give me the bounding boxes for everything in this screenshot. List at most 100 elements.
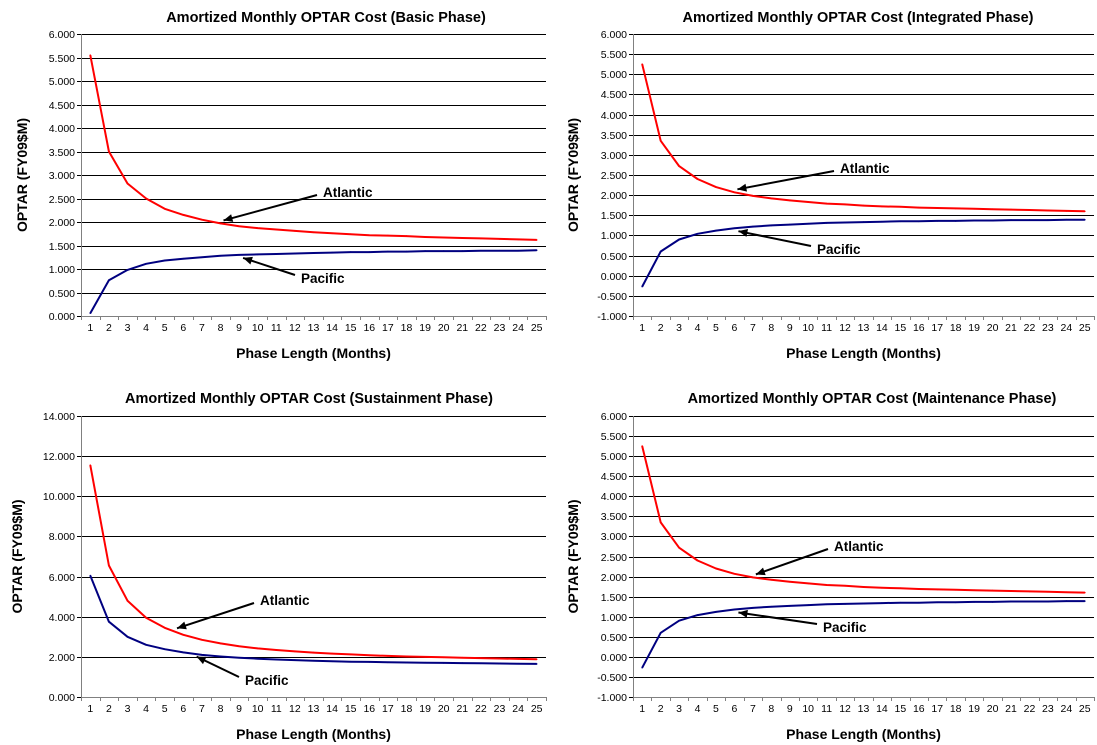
x-tick-label: 24 (512, 703, 524, 715)
x-tick-label: 1 (87, 703, 93, 715)
data-point-atlantic (991, 208, 994, 210)
data-point-atlantic (918, 588, 920, 590)
annotation-arrow (737, 170, 835, 191)
x-tick-label: 21 (456, 703, 468, 715)
data-point-pacific (770, 224, 773, 227)
data-point-atlantic (973, 208, 975, 210)
y-tick-label: 5.500 (601, 431, 627, 443)
data-point-pacific (696, 614, 699, 616)
data-point-pacific (312, 659, 315, 662)
data-point-pacific (715, 611, 717, 613)
y-tick-label: 2.000 (601, 572, 627, 584)
x-tick-label: 3 (125, 322, 131, 334)
data-point-pacific (733, 608, 736, 611)
x-tick-label: 23 (1042, 322, 1054, 334)
data-point-atlantic (807, 201, 809, 203)
data-point-pacific (881, 220, 883, 223)
y-tick-label: 2.000 (601, 190, 627, 202)
data-point-atlantic (387, 655, 389, 657)
data-point-pacific (163, 259, 166, 262)
data-point-atlantic (936, 207, 939, 209)
chart-title: Amortized Monthly OPTAR Cost (Sustainmen… (125, 391, 493, 407)
data-point-atlantic (1084, 591, 1086, 594)
x-tick-label: 4 (143, 703, 149, 715)
data-point-pacific (899, 220, 902, 223)
data-point-pacific (1047, 600, 1049, 603)
y-tick-label: 10.000 (43, 491, 75, 503)
y-tick-label: 1.500 (601, 210, 627, 222)
data-point-atlantic (517, 238, 519, 241)
data-point-atlantic (387, 234, 389, 237)
data-point-atlantic (535, 239, 538, 241)
data-point-pacific (807, 222, 809, 225)
chart-title: Amortized Monthly OPTAR Cost (Integrated… (683, 10, 1034, 26)
data-point-pacific (678, 238, 680, 241)
data-point-atlantic (405, 235, 408, 237)
x-tick-label: 2 (658, 703, 664, 715)
chart-title: Amortized Monthly OPTAR Cost (Basic Phas… (166, 10, 486, 26)
data-point-pacific (1028, 219, 1031, 221)
x-tick-label: 11 (271, 322, 282, 334)
x-tick-label: 3 (125, 703, 131, 715)
data-point-pacific (349, 660, 352, 663)
data-point-pacific (424, 661, 426, 664)
x-tick-label: 5 (713, 703, 719, 715)
y-tick-label: 6.000 (601, 411, 627, 423)
y-axis-title: OPTAR (FY09$M) (565, 499, 581, 613)
x-tick-label: 20 (987, 322, 999, 334)
data-point-atlantic (517, 658, 519, 660)
x-tick-label: 3 (676, 703, 682, 715)
data-point-pacific (89, 574, 92, 577)
data-point-pacific (480, 249, 482, 252)
x-tick-label: 16 (913, 703, 925, 715)
x-tick-label: 22 (475, 703, 487, 715)
x-tick-label: 11 (821, 322, 832, 334)
x-tick-label: 14 (326, 703, 338, 715)
data-point-pacific (424, 250, 426, 252)
data-point-pacific (862, 602, 865, 605)
data-point-pacific (368, 661, 371, 663)
y-tick-label: 1.000 (601, 230, 627, 242)
data-point-pacific (825, 603, 828, 606)
annotation-arrow (738, 611, 818, 625)
x-tick-label: 7 (750, 322, 756, 334)
y-tick-label: 1.000 (49, 264, 75, 276)
x-tick-label: 17 (382, 322, 394, 334)
data-point-atlantic (641, 445, 643, 447)
data-point-atlantic (294, 650, 296, 653)
series-line-atlantic (89, 55, 537, 241)
y-tick-label: 12.000 (43, 451, 75, 463)
y-tick-label: 5.500 (601, 49, 627, 61)
x-tick-label: 17 (382, 703, 394, 715)
x-tick-label: 19 (419, 322, 431, 334)
data-point-pacific (312, 252, 315, 254)
data-point-atlantic (349, 233, 352, 235)
x-tick-label: 15 (895, 322, 907, 334)
y-axis-title: OPTAR (FY09$M) (9, 499, 25, 613)
data-point-atlantic (442, 656, 445, 659)
arrow-head (196, 656, 207, 665)
data-point-pacific (219, 655, 222, 658)
x-tick-label: 7 (199, 703, 205, 715)
data-point-pacific (275, 658, 278, 661)
data-point-pacific (936, 601, 939, 604)
data-point-atlantic (715, 186, 717, 188)
data-point-atlantic (899, 587, 902, 589)
data-point-atlantic (312, 231, 315, 234)
annotation-pacific: Pacific (301, 271, 345, 286)
arrow-head (738, 609, 748, 618)
series-line-atlantic (89, 465, 537, 661)
data-point-atlantic (108, 150, 110, 153)
chart-title: Amortized Monthly OPTAR Cost (Maintenanc… (688, 391, 1057, 407)
series-line-atlantic (641, 445, 1085, 594)
x-tick-label: 12 (839, 703, 851, 715)
x-tick-label: 11 (821, 703, 832, 715)
data-point-pacific (535, 663, 538, 665)
arrow-head (738, 229, 749, 237)
data-point-pacific (145, 644, 147, 646)
data-point-atlantic (163, 627, 166, 629)
data-point-atlantic (480, 237, 482, 240)
x-tick-label: 13 (858, 322, 870, 334)
annotation-pacific: Pacific (245, 673, 289, 688)
data-point-pacific (238, 656, 240, 659)
